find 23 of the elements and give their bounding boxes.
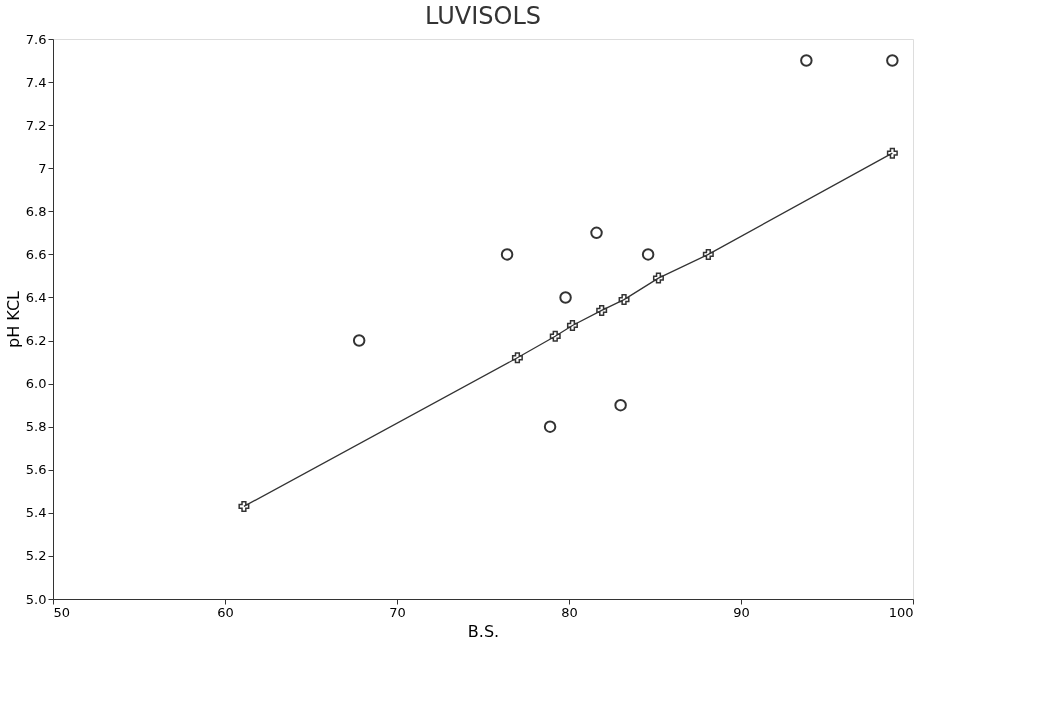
y-tick-label: 5.2 — [25, 548, 47, 564]
y-tick-label: 5.0 — [25, 591, 47, 607]
y-tick-label: 5.8 — [25, 419, 47, 435]
y-tick-label: 6.2 — [25, 333, 47, 349]
y-tick-label: 6.8 — [25, 203, 47, 219]
x-tick-label: 60 — [217, 604, 234, 620]
y-tick-label: 6.6 — [25, 246, 47, 262]
y-tick-label: 7.2 — [25, 117, 47, 133]
x-tick-label: 90 — [733, 604, 750, 620]
y-axis-title: pH KCL — [3, 290, 23, 348]
y-tick-label: 5.6 — [25, 462, 47, 478]
x-axis-title: B.S. — [467, 621, 500, 641]
y-tick-label: 6.0 — [25, 376, 47, 392]
y-tick-label: 7.4 — [25, 74, 47, 90]
x-tick-label: 70 — [389, 604, 406, 620]
x-tick-label: 100 — [888, 604, 914, 620]
x-tick-label: 80 — [561, 604, 578, 620]
chart-title: LUVISOLS — [425, 2, 541, 30]
y-tick-label: 6.4 — [25, 289, 47, 305]
y-tick-label: 5.4 — [25, 505, 47, 521]
y-tick-label: 7 — [38, 160, 47, 176]
y-tick-label: 7.6 — [25, 31, 47, 47]
x-tick-label: 50 — [53, 604, 71, 620]
